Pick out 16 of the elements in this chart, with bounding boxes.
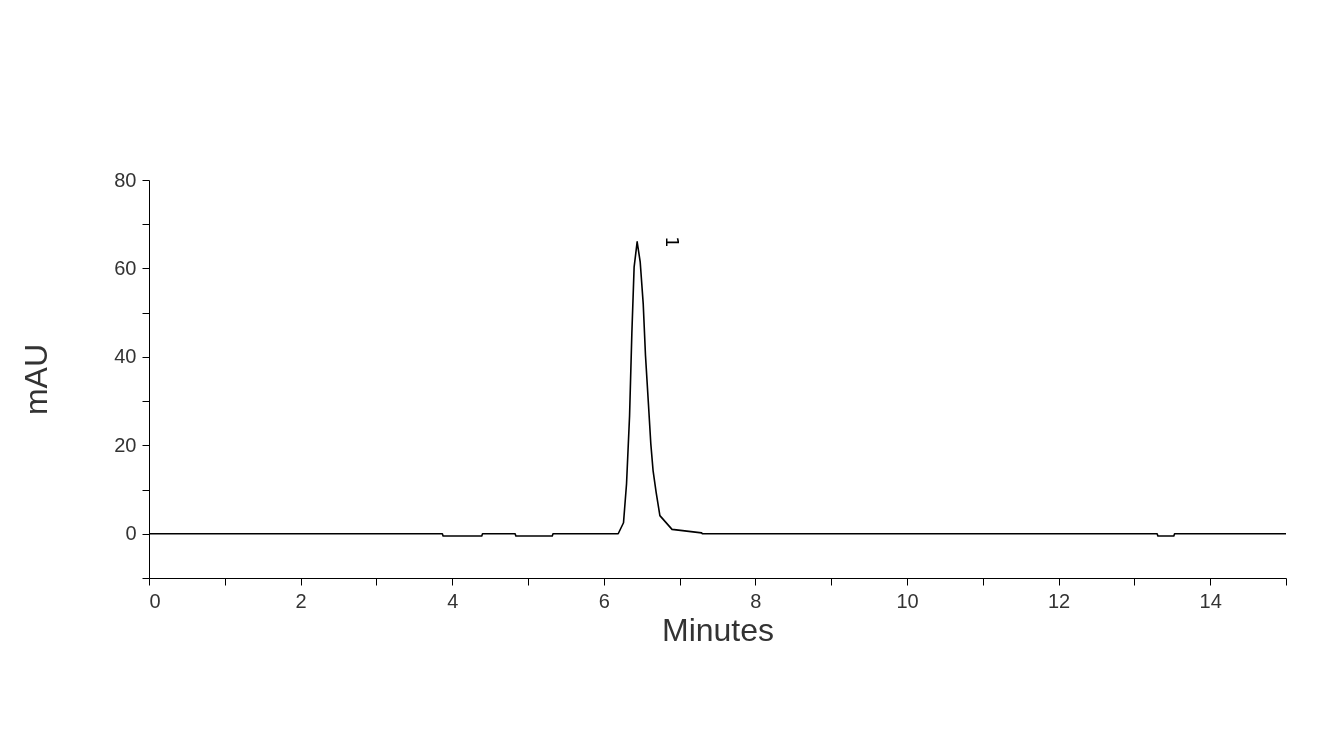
x-axis-title: Minutes	[661, 611, 775, 648]
y-tick-label: 40	[114, 345, 137, 368]
y-tick-label: 0	[125, 522, 137, 545]
x-tick-label: 2	[295, 589, 307, 612]
y-axis-title: mAU	[18, 343, 55, 416]
x-tick-label: 14	[1199, 589, 1222, 612]
x-tick-label: 4	[447, 589, 459, 612]
x-tick-label: 8	[750, 589, 762, 612]
x-tick-label: 10	[896, 589, 919, 612]
x-tick-label: 6	[598, 589, 610, 612]
x-tick-label: 12	[1047, 589, 1071, 612]
y-tick-label: 80	[114, 168, 137, 191]
y-tick-label: 20	[114, 433, 137, 456]
x-tick-label: 0	[149, 589, 161, 612]
y-tick-label: 60	[114, 256, 137, 279]
annotation: 1	[662, 236, 684, 248]
